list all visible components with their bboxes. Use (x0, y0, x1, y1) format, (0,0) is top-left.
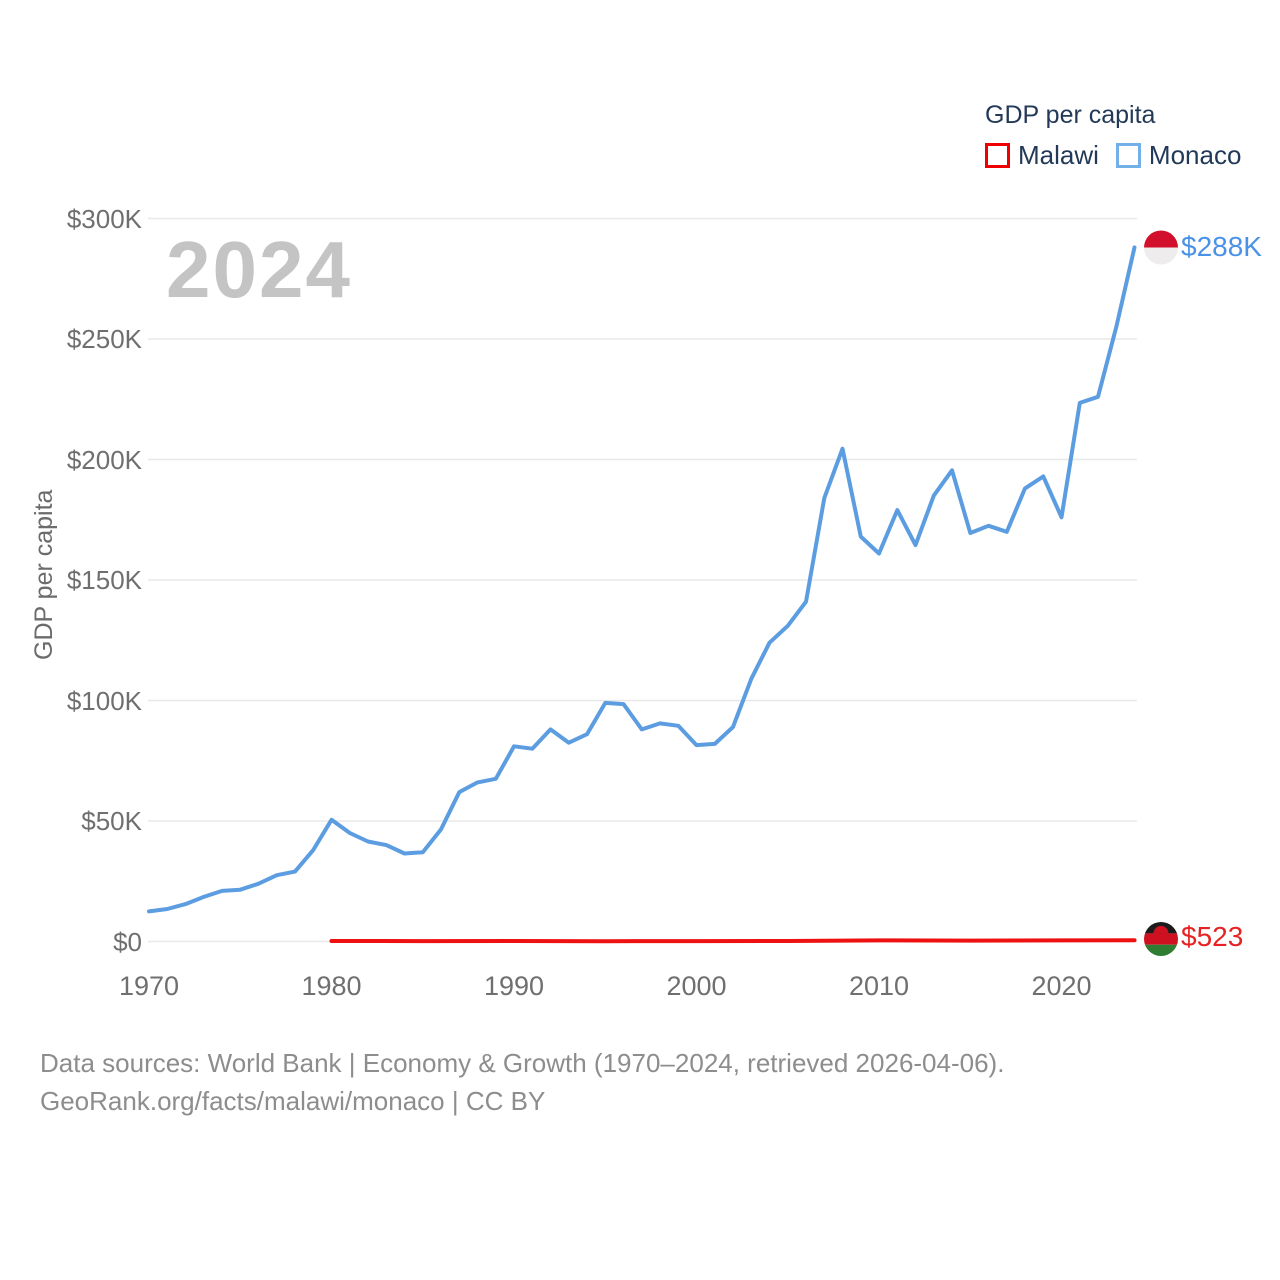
y-tick-label-50K: $50K (81, 806, 142, 836)
malawi-end-value-label: $523 (1181, 921, 1244, 952)
y-tick-label-250K: $250K (66, 324, 142, 354)
legend-swatch-monaco (1115, 142, 1141, 168)
y-tick-label-200K: $200K (66, 444, 142, 475)
x-tick-label-1980: 1980 (301, 971, 362, 1001)
legend-item-malawi[interactable]: Malawi (985, 142, 1099, 168)
y-tick-label-100K: $100K (66, 685, 142, 716)
legend-label-malawi: Malawi (1018, 140, 1099, 170)
legend-item-monaco[interactable]: Monaco (1115, 140, 1242, 170)
y-tick-label-300K: $300K (66, 203, 142, 234)
monaco-line (147, 245, 1137, 914)
footer: Data sources: World Bank | Economy & Gro… (40, 1044, 1004, 1120)
legend-swatch-malawi (985, 142, 1010, 168)
y-tick-label-150K: $150K (66, 565, 142, 595)
malawi-flag-icon (1144, 922, 1178, 956)
gridlines (148, 217, 1137, 943)
legend-items: Malawi Monaco (985, 142, 1241, 168)
legend-title: GDP per capita (985, 101, 1156, 129)
watermark-year: 2024 (166, 225, 352, 314)
monaco-flag-icon (1144, 230, 1178, 265)
x-tick-label-2000: 2000 (666, 971, 727, 1001)
x-tick-label-2010: 2010 (848, 971, 910, 1001)
x-tick-label-2020: 2020 (1031, 971, 1092, 1001)
legend-label-monaco: Monaco (1148, 140, 1242, 170)
malawi-line (329, 938, 1137, 944)
y-tick-label-0: $0 (113, 926, 142, 957)
x-tick-label-1970: 1970 (118, 971, 180, 1001)
legend: GDP per capita Malawi Monaco (985, 100, 1241, 168)
footer-data-sources: Data sources: World Bank | Economy & Gro… (40, 1048, 1005, 1078)
x-tick-label-1990: 1990 (483, 971, 545, 1001)
monaco-end-value-label: $288K (1181, 231, 1262, 262)
footer-attribution: GeoRank.org/facts/malawi/monaco | CC BY (40, 1086, 546, 1116)
